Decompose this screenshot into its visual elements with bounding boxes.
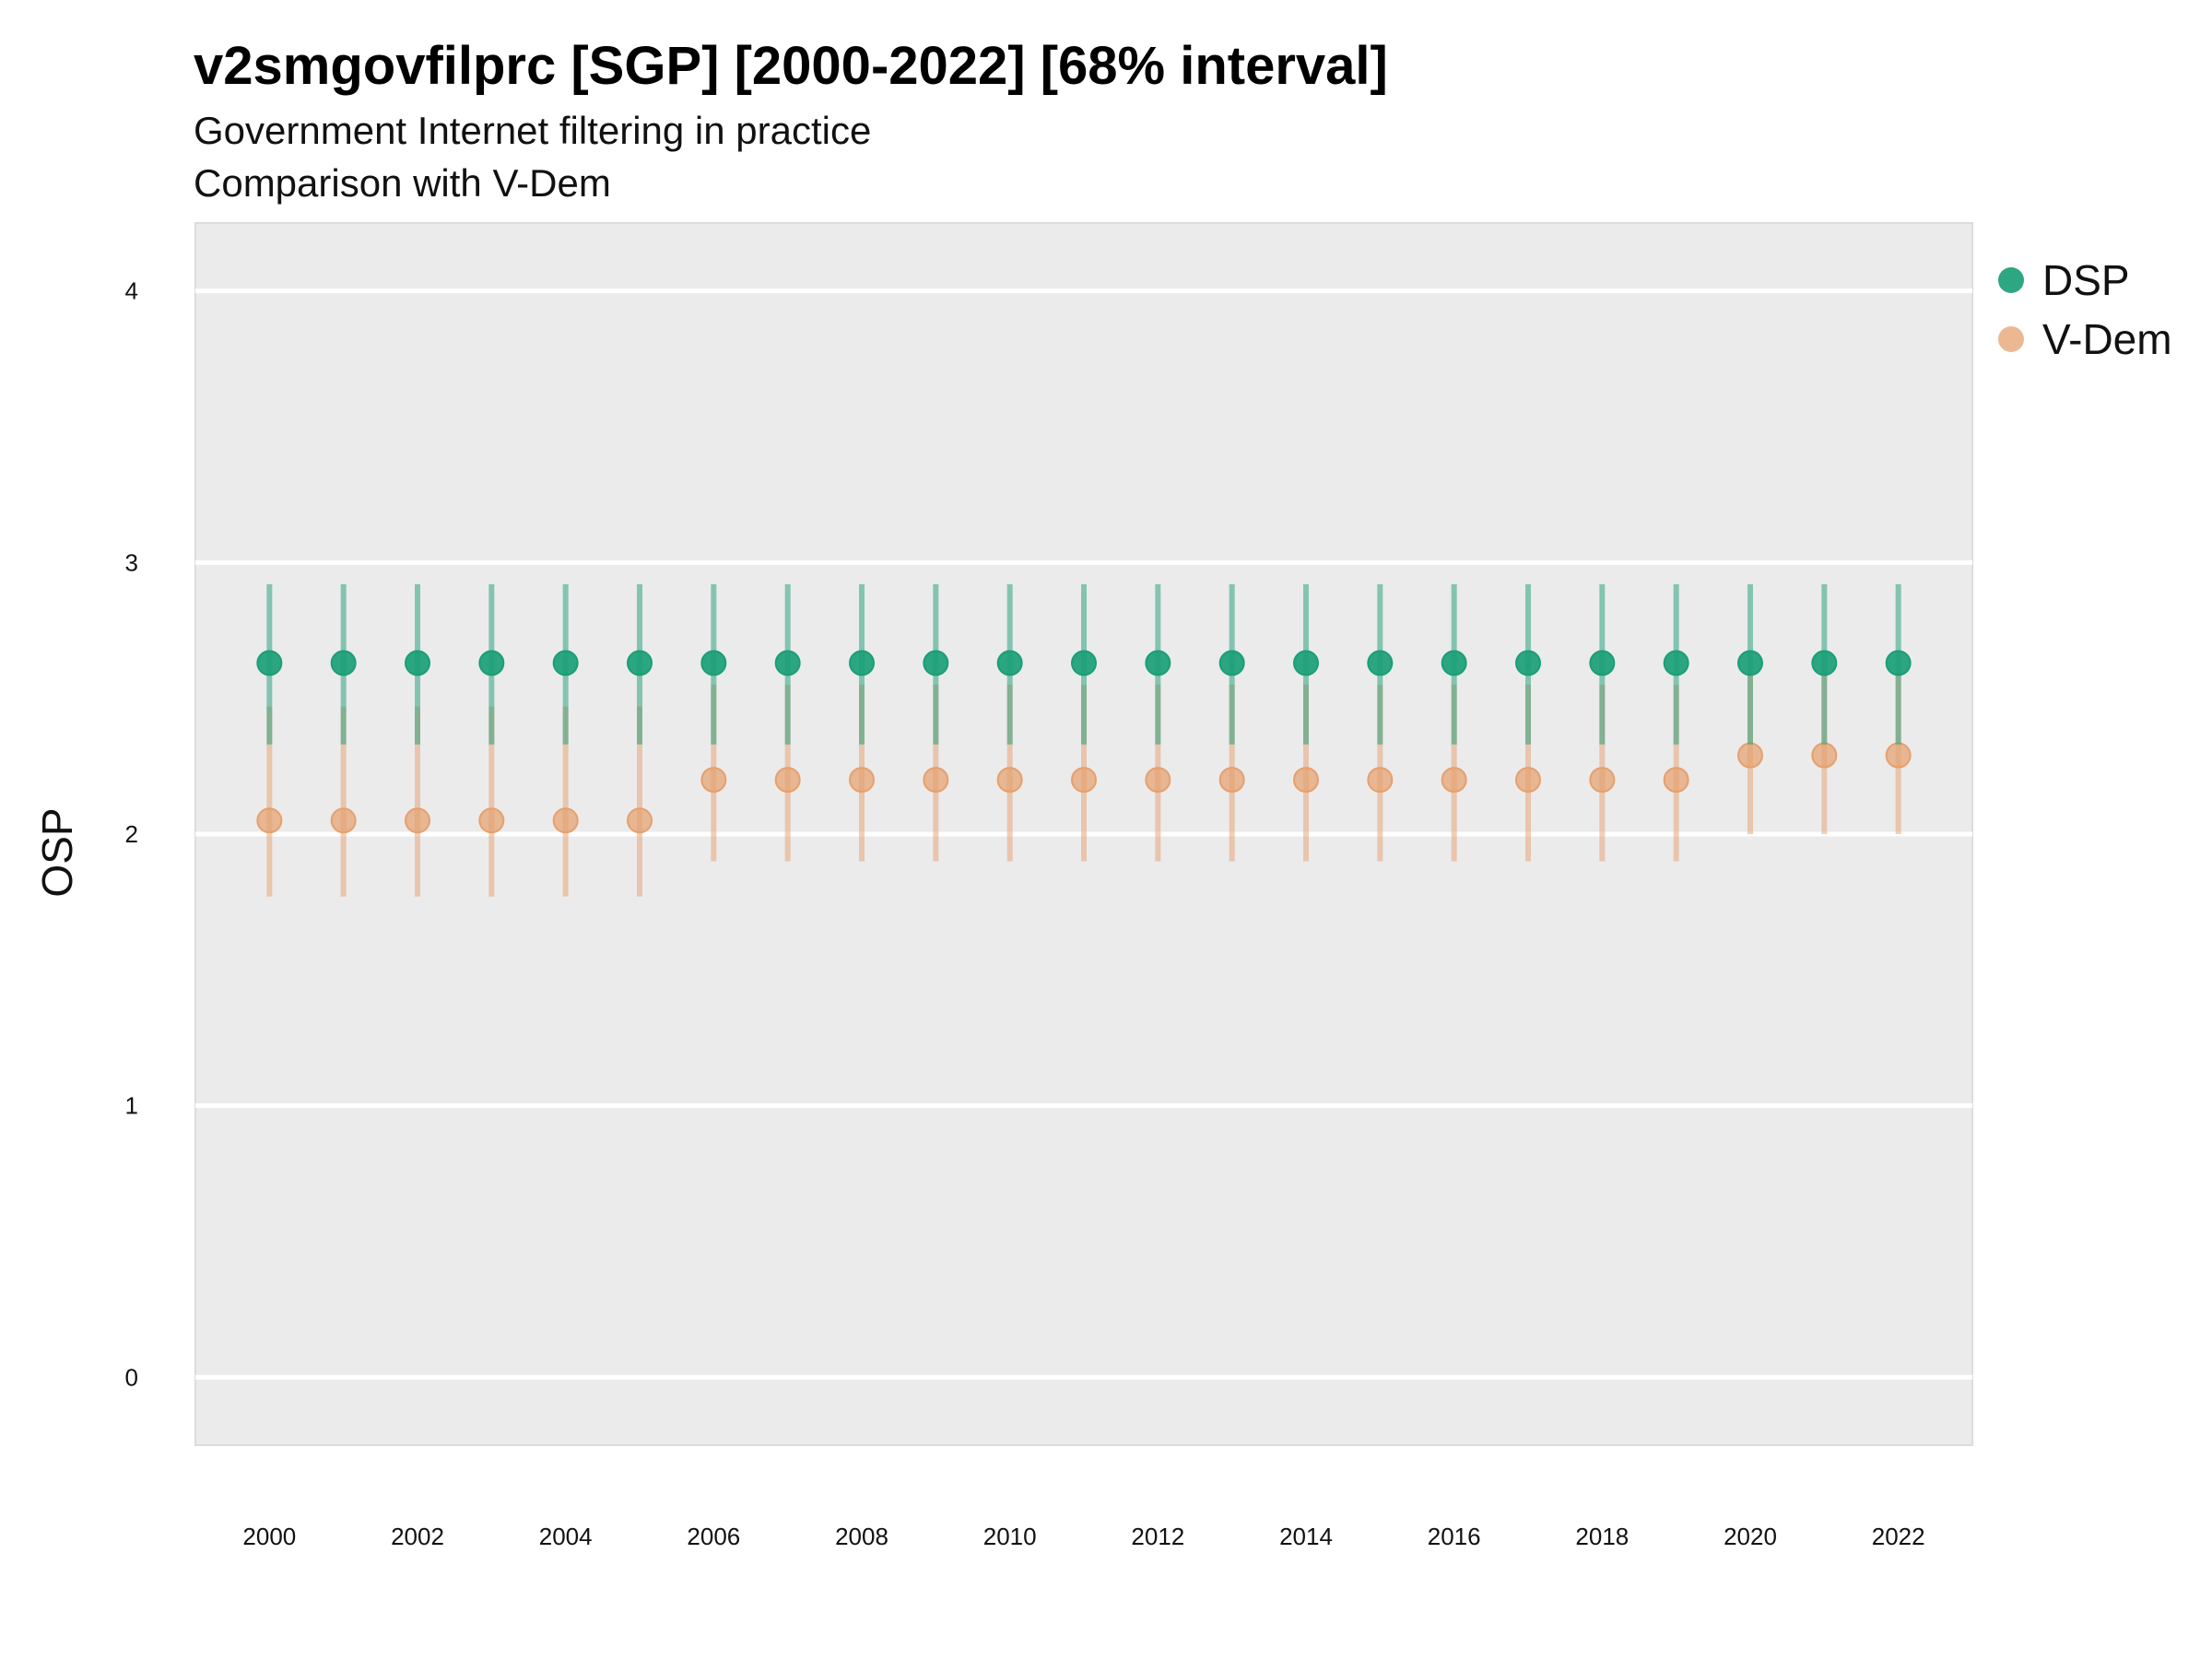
y-tick-label: 3 [125, 548, 138, 576]
v-dem-point [1737, 742, 1763, 769]
v-dem-point [1589, 767, 1616, 794]
v-dem-point [1367, 767, 1394, 794]
legend: DSP V-Dem [1998, 251, 2172, 369]
v-dem-point [1145, 767, 1171, 794]
dsp-point [1218, 650, 1245, 677]
v-dem-point [923, 767, 949, 794]
dsp-point [849, 650, 875, 677]
v-dem-point [1663, 767, 1689, 794]
v-dem-point [627, 807, 653, 834]
x-tick-label: 2022 [1872, 1523, 1925, 1550]
v-dem-point [552, 807, 579, 834]
v-dem-point [1441, 767, 1467, 794]
dsp-point [700, 650, 727, 677]
x-tick-label: 2010 [983, 1523, 1037, 1550]
dsp-point [552, 650, 579, 677]
y-tick-label: 1 [125, 1092, 138, 1120]
v-dem-point [1885, 742, 1912, 769]
y-tick-labels: 0 1 2 3 4 [125, 277, 138, 1392]
v-dem-point [1293, 767, 1319, 794]
legend-item-dsp: DSP [1998, 251, 2172, 310]
v-dem-point [774, 767, 801, 794]
dsp-point [1071, 650, 1097, 677]
x-tick-label: 2012 [1131, 1523, 1184, 1550]
y-tick-label: 2 [125, 820, 138, 848]
dsp-point [996, 650, 1023, 677]
v-dem-point [849, 767, 875, 794]
y-tick-label: 4 [125, 277, 138, 305]
dsp-point [1145, 650, 1171, 677]
x-tick-label: 2006 [687, 1523, 740, 1550]
dsp-point [627, 650, 653, 677]
dsp-point [330, 650, 357, 677]
dsp-point [1737, 650, 1763, 677]
chart-subtitle-comparison: Comparison with V-Dem [194, 161, 611, 205]
v-dem-point [478, 807, 505, 834]
dsp-point [774, 650, 801, 677]
dsp-point [405, 650, 430, 677]
v-dem-point [405, 807, 430, 834]
chart-subtitle: Government Internet filtering in practic… [194, 109, 872, 152]
v-dem-point [996, 767, 1023, 794]
v-dem-point [256, 807, 283, 834]
legend-label: DSP [2042, 256, 2130, 304]
legend-swatch [1998, 267, 2024, 293]
legend-item-v-dem: V-Dem [1998, 310, 2172, 369]
x-tick-label: 2008 [835, 1523, 888, 1550]
x-tick-label: 2016 [1428, 1523, 1481, 1550]
v-dem-point [330, 807, 357, 834]
dsp-point [1515, 650, 1541, 677]
dsp-point [1885, 650, 1912, 677]
series-v-dem [256, 671, 1912, 897]
x-tick-label: 2018 [1575, 1523, 1629, 1550]
legend-label: V-Dem [2042, 315, 2172, 363]
x-tick-labels: 2000 2002 2004 2006 2008 2010 2012 2014 2016 2018… [242, 1523, 1924, 1550]
v-dem-point [1071, 767, 1097, 794]
dsp-point [1663, 650, 1689, 677]
v-dem-point [1218, 767, 1245, 794]
dsp-point [256, 650, 283, 677]
dsp-point [1589, 650, 1616, 677]
x-tick-label: 2000 [242, 1523, 296, 1550]
v-dem-point [1515, 767, 1541, 794]
dsp-point [1367, 650, 1394, 677]
x-tick-label: 2004 [539, 1523, 593, 1550]
x-tick-label: 2020 [1724, 1523, 1777, 1550]
dsp-point [923, 650, 949, 677]
dsp-point [1441, 650, 1467, 677]
y-tick-label: 0 [125, 1363, 138, 1391]
series-dsp [256, 583, 1912, 745]
data-series [256, 583, 1912, 897]
v-dem-point [1811, 742, 1838, 769]
x-tick-label: 2002 [391, 1523, 444, 1550]
dsp-point [1293, 650, 1319, 677]
legend-swatch [1998, 326, 2024, 352]
dsp-point [1811, 650, 1838, 677]
v-dem-point [700, 767, 727, 794]
dsp-point [478, 650, 505, 677]
chart-title: v2smgovfilprc [SGP] [2000-2022] [68% int… [194, 36, 1388, 96]
x-tick-label: 2014 [1279, 1523, 1333, 1550]
